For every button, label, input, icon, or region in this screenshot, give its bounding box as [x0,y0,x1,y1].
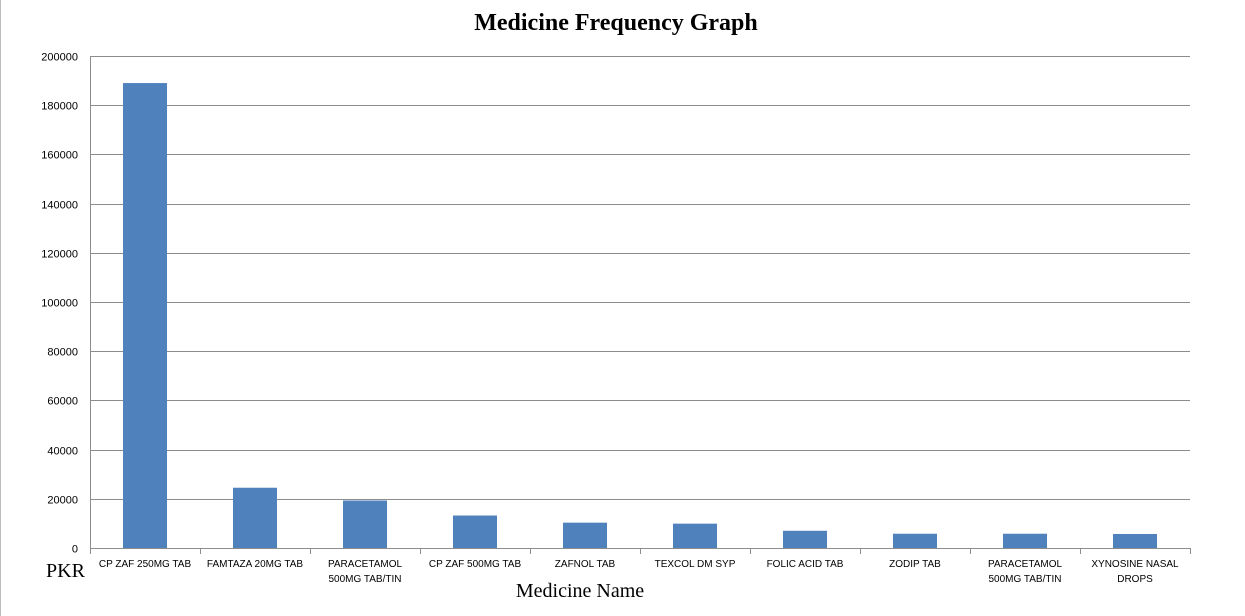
x-tick-label: XYNOSINE NASAL [1091,559,1179,570]
x-axis-label: Medicine Name [515,580,645,602]
bar [673,523,717,548]
y-tick-label: 40000 [47,446,78,458]
x-tick-label: ZAFNOL TAB [555,559,616,570]
y-tick-label: 0 [72,544,78,556]
y-tick-label: 160000 [41,150,78,162]
bar [343,500,387,548]
x-tick-label: 500MG TAB/TIN [329,574,402,585]
bar [233,487,277,548]
y-tick-label: 140000 [41,200,78,212]
chart-title: Medicine Frequency Graph [474,10,758,36]
x-tick-label: DROPS [1117,574,1153,585]
x-tick-label: ZODIP TAB [889,559,941,570]
chart-border [0,0,1,616]
y-tick-label: 180000 [41,101,78,113]
bar [1003,533,1047,548]
x-tick-label: PARACETAMOL [328,559,403,570]
bar [893,533,937,548]
x-tick-label: CP ZAF 500MG TAB [429,559,522,570]
y-tick-label: 20000 [47,495,78,507]
y-tick-label: 80000 [47,347,78,359]
x-tick-label: CP ZAF 250MG TAB [99,559,192,570]
y-tick-label: 60000 [47,396,78,408]
x-tick-label: 500MG TAB/TIN [989,574,1062,585]
y-tick-label: 120000 [41,249,78,261]
x-tick-label: PARACETAMOL [988,559,1063,570]
bar [1113,533,1157,548]
x-tick-label: FOLIC ACID TAB [767,559,844,570]
x-tick-label: FAMTAZA 20MG TAB [207,559,303,570]
bar [563,522,607,548]
bar [123,83,167,548]
y-tick-label: 200000 [41,52,78,64]
bar [453,515,497,548]
y-axis-label: PKR [46,560,85,582]
bar [783,530,827,548]
x-tick-label: TEXCOL DM SYP [655,559,736,570]
y-tick-label: 100000 [41,298,78,310]
